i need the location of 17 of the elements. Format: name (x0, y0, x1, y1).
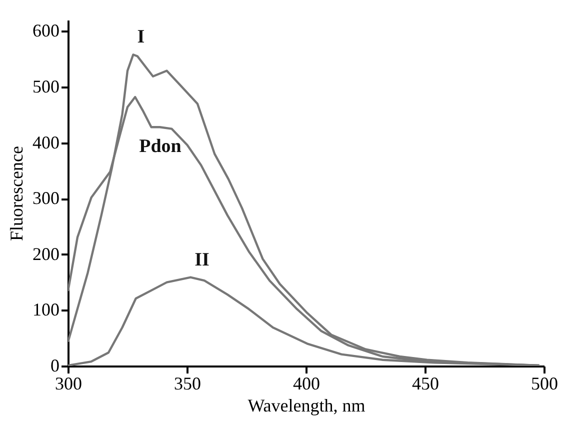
x-tick-label: 350 (174, 374, 201, 394)
x-tick-label: 300 (55, 374, 82, 394)
y-tick-label: 300 (32, 188, 60, 208)
x-axis-title: Wavelength, nm (248, 396, 366, 416)
y-tick-label: 100 (32, 300, 60, 320)
series-label: I (137, 26, 145, 48)
y-axis-title: Fluorescence (6, 146, 26, 241)
y-tick-label: 200 (32, 244, 60, 264)
x-tick-label: 450 (412, 374, 439, 394)
series-label: Pdon (139, 136, 182, 158)
y-tick-label: 0 (50, 356, 60, 376)
y-tick-label: 600 (32, 20, 60, 41)
y-tick-label: 500 (32, 76, 60, 96)
series-label: II (194, 249, 210, 270)
y-tick-label: 400 (32, 132, 60, 152)
x-tick-label: 400 (293, 374, 320, 394)
x-tick-label: 500 (531, 374, 558, 394)
